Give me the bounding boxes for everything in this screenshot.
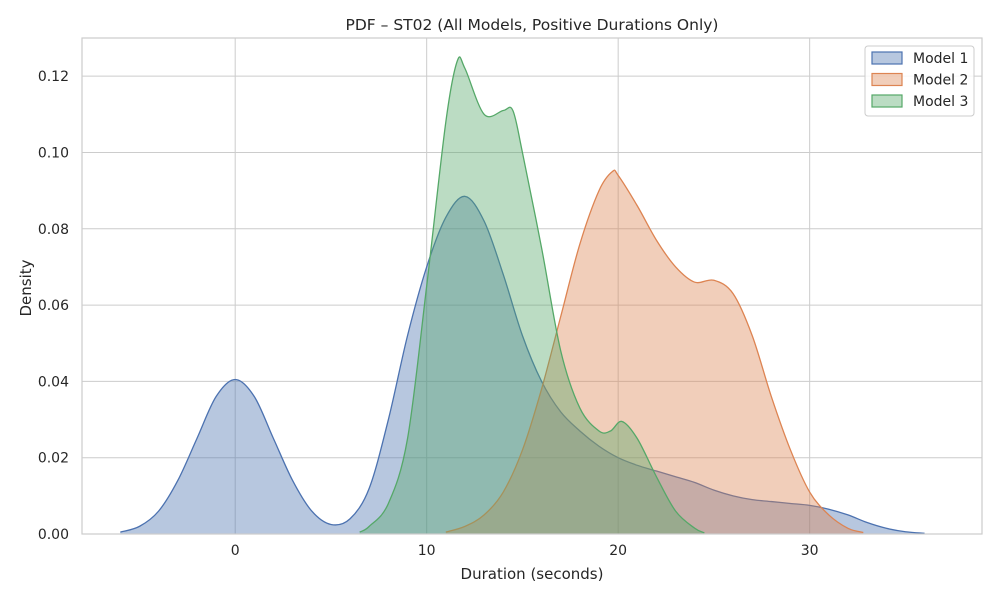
legend-swatch-model-3 [871,94,903,108]
series-areas [120,56,925,535]
model-2-area [445,170,864,534]
y-tick-label: 0.10 [38,145,69,161]
y-tick-label: 0.02 [38,451,69,467]
model-2-curve [445,169,864,534]
x-tick-label: 20 [609,543,627,559]
model-3-area [359,56,705,535]
chart-title: PDF – ST02 (All Models, Positive Duratio… [346,16,719,34]
y-tick-label: 0.04 [38,374,69,390]
legend: Model 1 Model 2 Model 3 [864,45,975,117]
x-tick-label: 0 [231,543,240,559]
legend-label-model-3: Model 3 [913,94,968,110]
model-1-area [120,196,925,534]
y-tick-label: 0.06 [38,298,69,314]
model-1-curve [120,195,925,534]
legend-label-model-2: Model 2 [913,73,968,89]
tick-labels: 0 10 20 30 0.00 0.02 0.04 0.06 0.08 0.10 0.12 [38,69,819,559]
legend-label-model-1: Model 1 [913,51,968,67]
legend-swatch-model-2 [871,72,903,87]
model-3-curve [359,56,705,534]
y-axis-label: Density [17,259,35,316]
legend-swatch-model-1 [871,51,903,65]
y-tick-label: 0.08 [38,222,69,238]
x-tick-label: 10 [418,543,436,559]
y-tick-label: 0.12 [38,69,69,85]
y-tick-label: 0.00 [38,527,69,543]
x-axis-label: Duration (seconds) [461,565,604,583]
x-tick-label: 30 [801,543,819,559]
plot-frame [81,37,983,535]
